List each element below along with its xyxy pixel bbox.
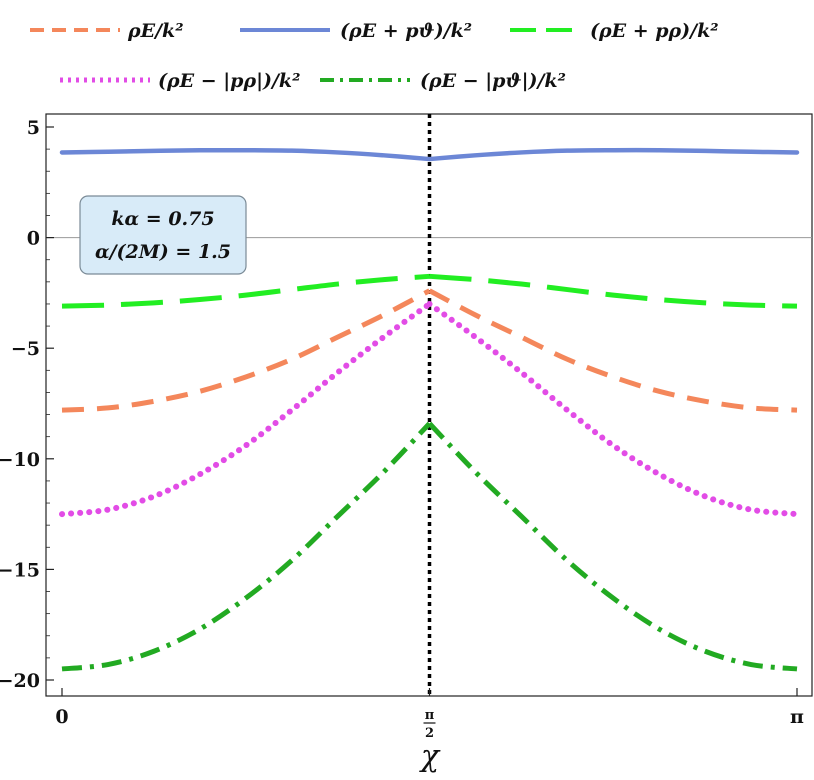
legend-label-2: (ρE + pρ)/k²: [590, 20, 719, 42]
annotation-box: kα = 0.75 α/(2M) = 1.5: [79, 195, 247, 275]
x-axis-title: χ: [419, 739, 441, 774]
legend-label-0: ρE/k²: [127, 20, 184, 42]
annotation-line-1: α/(2M) = 1.5: [95, 241, 231, 263]
x-tick-label-1: π2: [423, 708, 436, 741]
legend: ρE/k² (ρE + pϑ)/k² (ρE + pρ)/k² (ρE − |p…: [30, 20, 719, 92]
svg-text:π: π: [425, 708, 435, 723]
y-tick-label-3: −10: [0, 449, 40, 471]
series-line-1: [59, 147, 800, 162]
x-tick-label-0: 0: [55, 706, 68, 728]
series-line-4: [61, 421, 798, 672]
y-tick-label-1: 0: [27, 228, 40, 250]
series-line-3: [59, 300, 800, 518]
legend-label-1: (ρE + pϑ)/k²: [340, 20, 472, 42]
y-tick-label-2: −5: [11, 338, 40, 360]
legend-label-3: (ρE − |pρ|)/k²: [158, 70, 300, 92]
svg-text:2: 2: [425, 726, 434, 741]
series-line-0: [61, 288, 798, 413]
y-tick-label-0: 5: [27, 117, 40, 139]
legend-label-4: (ρE − |pϑ|)/k²: [420, 70, 566, 92]
annotation-line-0: kα = 0.75: [111, 208, 214, 230]
y-tick-label-4: −15: [0, 559, 40, 581]
x-tick-label-2: π: [790, 706, 804, 728]
y-tick-label-5: −20: [0, 670, 40, 692]
series-line-2: [61, 273, 798, 309]
